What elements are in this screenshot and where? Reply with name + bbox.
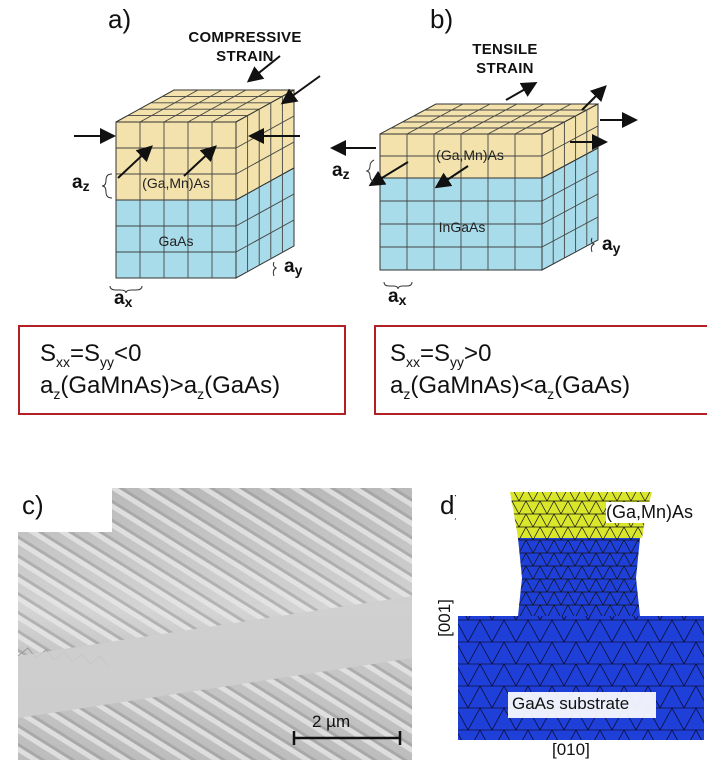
panel-b-bottom-layer-label: InGaAs — [439, 219, 486, 235]
panel-a-title: COMPRESSIVE STRAIN — [160, 28, 330, 66]
panel-b-cube — [330, 82, 638, 290]
panel-d-substrate-label: GaAs substrate — [512, 694, 630, 713]
panel-b-title-line2: STRAIN — [476, 60, 534, 77]
panel-c-sem-image — [18, 488, 412, 760]
panel-b-equation-box: Sxx=Syy>0 az(GaMnAs)<az(GaAs) — [374, 325, 707, 415]
panel-a-title-line2: STRAIN — [216, 48, 274, 65]
panel-d-y-axis-label: [001] — [435, 599, 454, 637]
panel-b-az-label: az — [332, 160, 350, 182]
panel-b-ax-label: ax — [388, 286, 407, 308]
panel-b-eq1: Sxx=Syy>0 — [390, 340, 492, 370]
panel-b-title: TENSILE STRAIN — [450, 40, 560, 78]
panel-a-diagram: (Ga,Mn)As GaAs (Ga,Mn)As InGaAs — [74, 55, 638, 294]
panel-a-cube — [74, 55, 321, 294]
panel-a-label: a) — [108, 4, 132, 34]
panel-a-az-label: az — [72, 172, 90, 194]
panel-a-eq2: az(GaMnAs)>az(GaAs) — [40, 372, 281, 402]
panel-c-scale-label: 2 µm — [312, 712, 351, 731]
panel-a-equation-box: Sxx=Syy<0 az(GaMnAs)>az(GaAs) — [18, 325, 346, 415]
panel-d-fem-mesh — [456, 488, 707, 740]
panel-a-ax-label: ax — [114, 288, 133, 310]
panel-b-eq2: az(GaMnAs)<az(GaAs) — [390, 372, 631, 402]
panel-b-title-line1: TENSILE — [472, 41, 538, 58]
panel-b-top-layer-label: (Ga,Mn)As — [436, 147, 504, 163]
panel-a-front-bottom-layer — [115, 199, 237, 279]
panel-b-ay-label: ay — [602, 234, 621, 256]
panel-d-top-label: (Ga,Mn)As — [606, 502, 694, 523]
panel-d-x-axis-label: [010] — [552, 740, 590, 759]
panel-a-bottom-layer-label: GaAs — [158, 233, 193, 249]
panel-c-label: c) — [22, 490, 44, 520]
panel-a-top-layer-label: (Ga,Mn)As — [142, 175, 210, 191]
panel-a-title-line1: COMPRESSIVE — [188, 29, 302, 46]
panel-a-eq1: Sxx=Syy<0 — [40, 340, 142, 370]
panel-a-ay-label: ay — [284, 256, 303, 278]
panel-b-label: b) — [430, 4, 454, 34]
